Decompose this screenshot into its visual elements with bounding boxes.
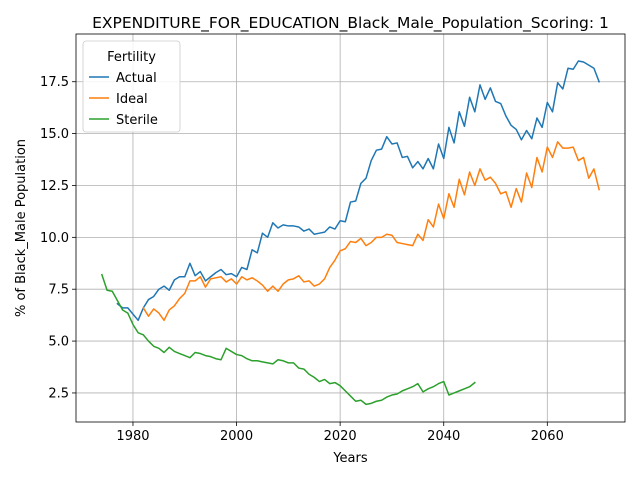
series-lines xyxy=(100,60,601,406)
y-tick-label: 12.5 xyxy=(40,179,69,194)
legend-title: Fertility xyxy=(107,50,156,65)
x-tick-label: 2040 xyxy=(427,429,460,444)
axis-ticks: 1980 2000 2020 2040 2060 2.5 5.0 7.5 10.0 12.5 15.… xyxy=(40,75,564,444)
legend-box xyxy=(82,40,181,133)
x-tick-label: 2060 xyxy=(531,429,564,444)
legend-label-sterile: Sterile xyxy=(116,113,158,128)
legend-entries: Actual Ideal Sterile xyxy=(89,71,158,128)
chart-title: EXPENDITURE_FOR_EDUCATION_Black_Male_Pop… xyxy=(92,14,609,33)
y-tick-label: 2.5 xyxy=(48,386,69,401)
y-tick-label: 7.5 xyxy=(48,283,69,298)
series-line-sterile xyxy=(100,273,476,406)
x-tick-label: 1980 xyxy=(116,429,149,444)
x-axis-label: Years xyxy=(332,451,368,466)
y-tick-label: 10.0 xyxy=(40,231,69,246)
x-tick-label: 2020 xyxy=(324,429,357,444)
y-tick-label: 15.0 xyxy=(40,127,69,142)
legend-label-actual: Actual xyxy=(116,71,157,86)
legend: Fertility Actual Ideal Sterile xyxy=(82,40,181,133)
series-line-ideal xyxy=(142,141,601,322)
y-tick-label: 17.5 xyxy=(40,75,69,90)
y-tick-label: 5.0 xyxy=(48,335,69,350)
y-axis-label: % of Black_Male Population xyxy=(14,139,29,317)
x-tick-label: 2000 xyxy=(220,429,253,444)
series-line-actual xyxy=(116,60,601,322)
legend-label-ideal: Ideal xyxy=(116,92,148,107)
plot-frame xyxy=(75,33,626,423)
